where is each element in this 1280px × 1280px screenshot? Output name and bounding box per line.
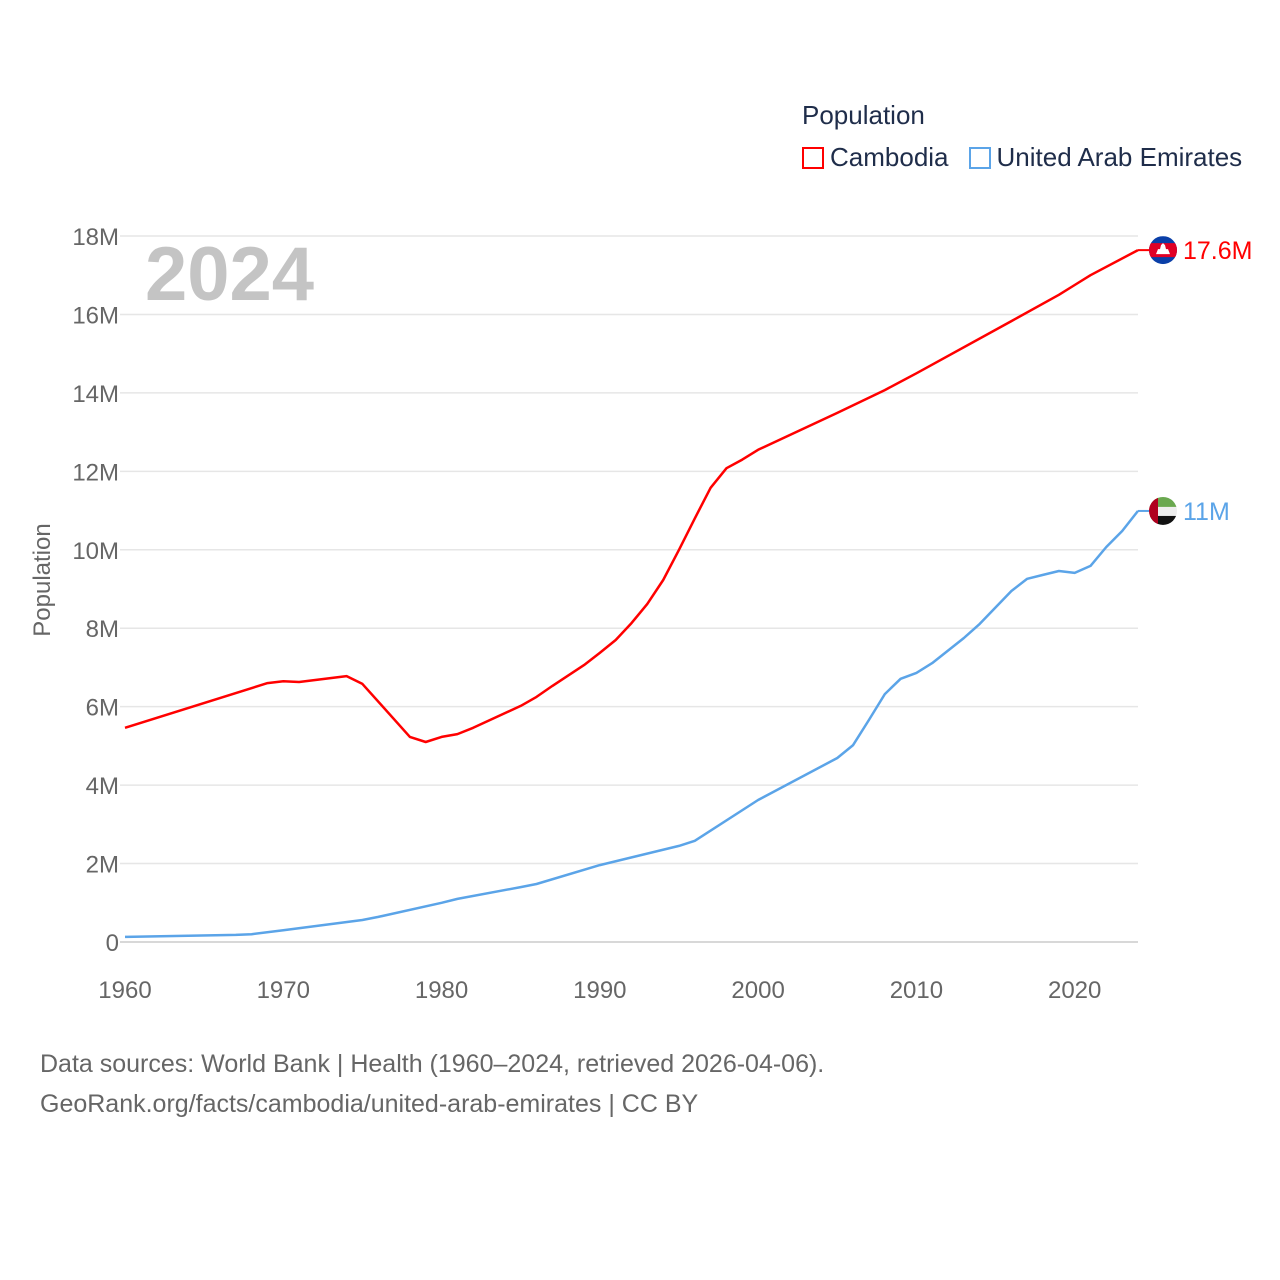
y-tick-label: 6M (86, 695, 119, 722)
y-tick-label: 14M (72, 381, 119, 408)
cambodia-flag-icon (1149, 236, 1177, 265)
legend-label-uae: United Arab Emirates (996, 142, 1243, 172)
legend-item-cambodia[interactable]: Cambodia (802, 142, 949, 173)
x-tick-label: 2000 (731, 977, 784, 1004)
flag-stripe (1149, 496, 1158, 525)
flag-stripe (1149, 496, 1177, 507)
uae-flag-icon (1149, 496, 1177, 525)
series-line-uae[interactable] (124, 510, 1139, 939)
flag-stripe (1149, 515, 1177, 525)
flag-stripe (1149, 506, 1177, 516)
legend-swatch-cambodia (802, 146, 824, 169)
x-tick-label: 1980 (415, 977, 468, 1004)
y-tick-label: 0 (106, 930, 119, 957)
x-tick-label: 1970 (257, 977, 310, 1004)
source-line-2[interactable]: GeoRank.org/facts/cambodia/united-arab-e… (40, 1090, 699, 1118)
legend-label-cambodia: Cambodia (830, 142, 949, 172)
x-tick-label: 1990 (573, 977, 626, 1004)
x-tick-label: 2010 (890, 977, 943, 1004)
source-line-1: Data sources: World Bank | Health (1960–… (40, 1050, 825, 1078)
flag-body (1149, 236, 1177, 265)
end-value-label: 17.6M (1183, 237, 1252, 265)
legend-title: Population (802, 100, 925, 130)
y-axis-label: Population (29, 523, 56, 636)
series-line-cambodia[interactable] (124, 248, 1139, 744)
y-tick-label: 8M (86, 616, 119, 643)
angkor-wat (1156, 243, 1170, 255)
flag-body (1149, 496, 1177, 525)
line-chart: 0 2M 4M 6M 8M 10M 12M 14M 16M 18M 1960 1970 1980 1990… (29, 224, 1252, 1004)
y-tick-label: 12M (72, 459, 119, 486)
x-tick-label: 2020 (1048, 977, 1101, 1004)
end-value-label: 11M (1183, 498, 1230, 526)
legend: Cambodia United Arab Emirates (802, 142, 1242, 173)
x-tick-label: 1960 (98, 977, 151, 1004)
y-tick-label: 2M (86, 852, 119, 879)
source-note: Data sources: World Bank | Health (1960–… (40, 1044, 824, 1124)
year-watermark: 2024 (145, 232, 314, 317)
legend-item-uae[interactable]: United Arab Emirates (968, 142, 1243, 173)
y-tick-label: 4M (86, 773, 119, 800)
y-tick-label: 16M (72, 302, 119, 329)
y-tick-label: 18M (72, 224, 119, 251)
y-tick-label: 10M (72, 538, 119, 565)
legend-swatch-uae (968, 146, 991, 169)
